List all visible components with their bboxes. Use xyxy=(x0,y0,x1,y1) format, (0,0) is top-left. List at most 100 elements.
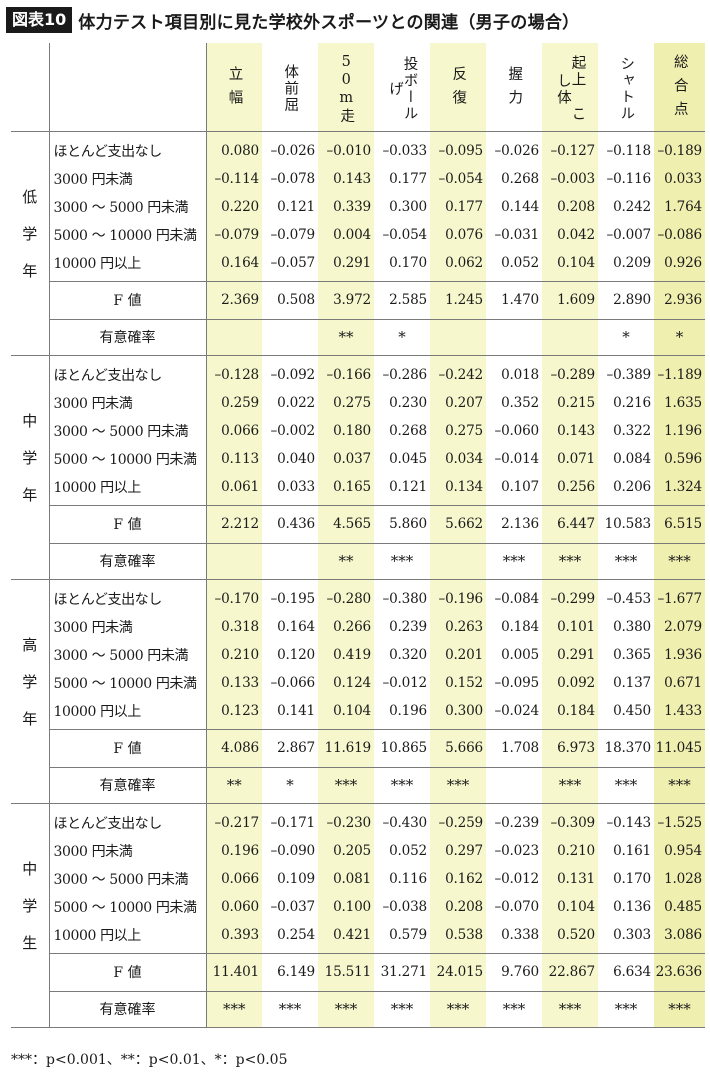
significance-cell xyxy=(206,319,262,355)
f-value-row: F 値 4.086 2.867 11.619 10.865 5.666 1.708 6.973… xyxy=(11,729,705,767)
value-cell: –0.118 xyxy=(606,143,651,160)
significance-cell: *** xyxy=(318,767,374,803)
value-cell: –0.070 xyxy=(494,899,539,915)
significance-cell: *** xyxy=(542,543,598,579)
table-body: 低学年 ほとんど支出なし 0.080 –0.026 –0.010 –0.033 –0.095… xyxy=(11,131,705,1027)
row-label: 3000 ～ 5000 円未満 xyxy=(49,641,207,669)
value-cell: 1.433 xyxy=(654,697,705,729)
value-cell: 0.101 xyxy=(542,613,598,641)
value-cell: 0.052 xyxy=(389,843,427,859)
value-cell: 0.133 xyxy=(206,669,262,697)
significance-cell: *** xyxy=(542,991,598,1027)
value-cell: 0.206 xyxy=(613,478,651,495)
value-cell: 0.131 xyxy=(542,865,598,893)
f-value-cell: 10.583 xyxy=(604,516,652,532)
value-cell: 0.141 xyxy=(277,702,315,719)
figure-label: 図表10 xyxy=(6,7,73,33)
significance-cell: * xyxy=(398,328,406,346)
value-cell: 0.045 xyxy=(389,451,427,467)
value-cell: –0.066 xyxy=(270,675,315,691)
f-value-label: F 値 xyxy=(49,953,207,991)
value-cell: –0.299 xyxy=(542,579,598,613)
table-row: 3000 円未満 0.259 0.022 0.275 0.230 0.207 0.352 0.… xyxy=(11,389,705,417)
value-cell: –0.024 xyxy=(494,702,539,719)
significance-cell: *** xyxy=(390,776,414,794)
value-cell: 0.116 xyxy=(389,871,427,887)
f-value-cell: 1.470 xyxy=(501,292,539,308)
value-cell: 0.201 xyxy=(430,641,486,669)
significance-label: 有意確率 xyxy=(49,767,207,803)
f-value-cell: 10.865 xyxy=(380,740,428,756)
value-cell: –0.286 xyxy=(382,367,427,384)
value-cell: –1.525 xyxy=(654,803,705,837)
significance-cell: ** xyxy=(206,767,262,803)
significance-row: 有意確率 ** * * * xyxy=(11,319,705,355)
value-cell: –0.086 xyxy=(654,221,705,249)
value-cell: 0.216 xyxy=(613,395,651,411)
value-cell: 0.300 xyxy=(430,697,486,729)
value-cell: –0.026 xyxy=(494,143,539,160)
significance-cell: *** xyxy=(502,552,526,570)
value-cell: 0.339 xyxy=(318,193,374,221)
value-cell: –0.078 xyxy=(270,171,315,187)
value-cell: 0.071 xyxy=(542,445,598,473)
f-value-cell: 23.636 xyxy=(654,953,705,991)
value-cell: 0.104 xyxy=(542,249,598,281)
column-header: 50m走 xyxy=(318,43,374,132)
significance-cell: *** xyxy=(430,991,486,1027)
value-cell: 0.596 xyxy=(654,445,705,473)
value-cell: 0.954 xyxy=(654,837,705,865)
value-cell: –0.054 xyxy=(430,165,486,193)
table-row: 5000 ～ 10000 円未満 0.113 0.040 0.037 0.045 0.03… xyxy=(11,445,705,473)
value-cell: 0.318 xyxy=(206,613,262,641)
value-cell: 0.165 xyxy=(318,473,374,505)
significance-cell: ** xyxy=(318,543,374,579)
row-label: ほとんど支出なし xyxy=(49,131,207,165)
value-cell: –0.389 xyxy=(606,367,651,384)
table-row: 10000 円以上 0.164 –0.057 0.291 0.170 0.062 0.052… xyxy=(11,249,705,281)
f-value-cell: 11.401 xyxy=(206,953,262,991)
group-label: 中学生 xyxy=(11,803,50,1027)
significance-row: 有意確率 *** *** *** *** *** *** *** *** *** xyxy=(11,991,705,1027)
value-cell: –0.380 xyxy=(382,591,427,608)
value-cell: –0.453 xyxy=(606,591,651,608)
value-cell: 1.764 xyxy=(654,193,705,221)
value-cell: 0.671 xyxy=(654,669,705,697)
significance-cell: *** xyxy=(318,991,374,1027)
value-cell: –1.677 xyxy=(654,579,705,613)
value-cell: 0.018 xyxy=(501,367,539,384)
significance-row: 有意確率 ** *** *** *** *** *** xyxy=(11,543,705,579)
value-cell: –0.092 xyxy=(270,367,315,384)
value-cell: –0.239 xyxy=(494,815,539,832)
significance-cell xyxy=(486,767,542,803)
value-cell: 0.144 xyxy=(501,199,539,215)
value-cell: 0.926 xyxy=(654,249,705,281)
f-value-cell: 5.666 xyxy=(430,729,486,767)
corner-cell xyxy=(49,43,207,132)
value-cell: 2.079 xyxy=(654,613,705,641)
table-row: 中学生 ほとんど支出なし –0.217 –0.171 –0.230 –0.430 –0.25… xyxy=(11,803,705,1027)
row-label: 10000 円以上 xyxy=(49,921,207,953)
value-cell: 0.215 xyxy=(542,389,598,417)
value-cell: 0.538 xyxy=(430,921,486,953)
f-value-cell: 5.662 xyxy=(430,505,486,543)
value-cell: –0.037 xyxy=(270,899,315,915)
significance-cell: * xyxy=(654,319,705,355)
significance-cell: * xyxy=(286,776,294,794)
f-value-cell: 6.515 xyxy=(654,505,705,543)
value-cell: –0.057 xyxy=(270,254,315,271)
value-cell: 0.100 xyxy=(318,893,374,921)
value-cell: 0.393 xyxy=(206,921,262,953)
significance-cell: *** xyxy=(542,767,598,803)
f-value-cell: 2.936 xyxy=(654,281,705,319)
row-label: 3000 ～ 5000 円未満 xyxy=(49,417,207,445)
f-value-label: F 値 xyxy=(49,729,207,767)
value-cell: 0.266 xyxy=(318,613,374,641)
value-cell: 0.164 xyxy=(206,249,262,281)
value-cell: –0.259 xyxy=(430,803,486,837)
value-cell: 0.170 xyxy=(389,254,427,271)
value-cell: 0.300 xyxy=(389,199,427,215)
table-row: 3000 円未満 0.318 0.164 0.266 0.239 0.263 0.184 0.… xyxy=(11,613,705,641)
f-value-cell: 2.890 xyxy=(613,292,651,308)
f-value-cell: 2.369 xyxy=(206,281,262,319)
